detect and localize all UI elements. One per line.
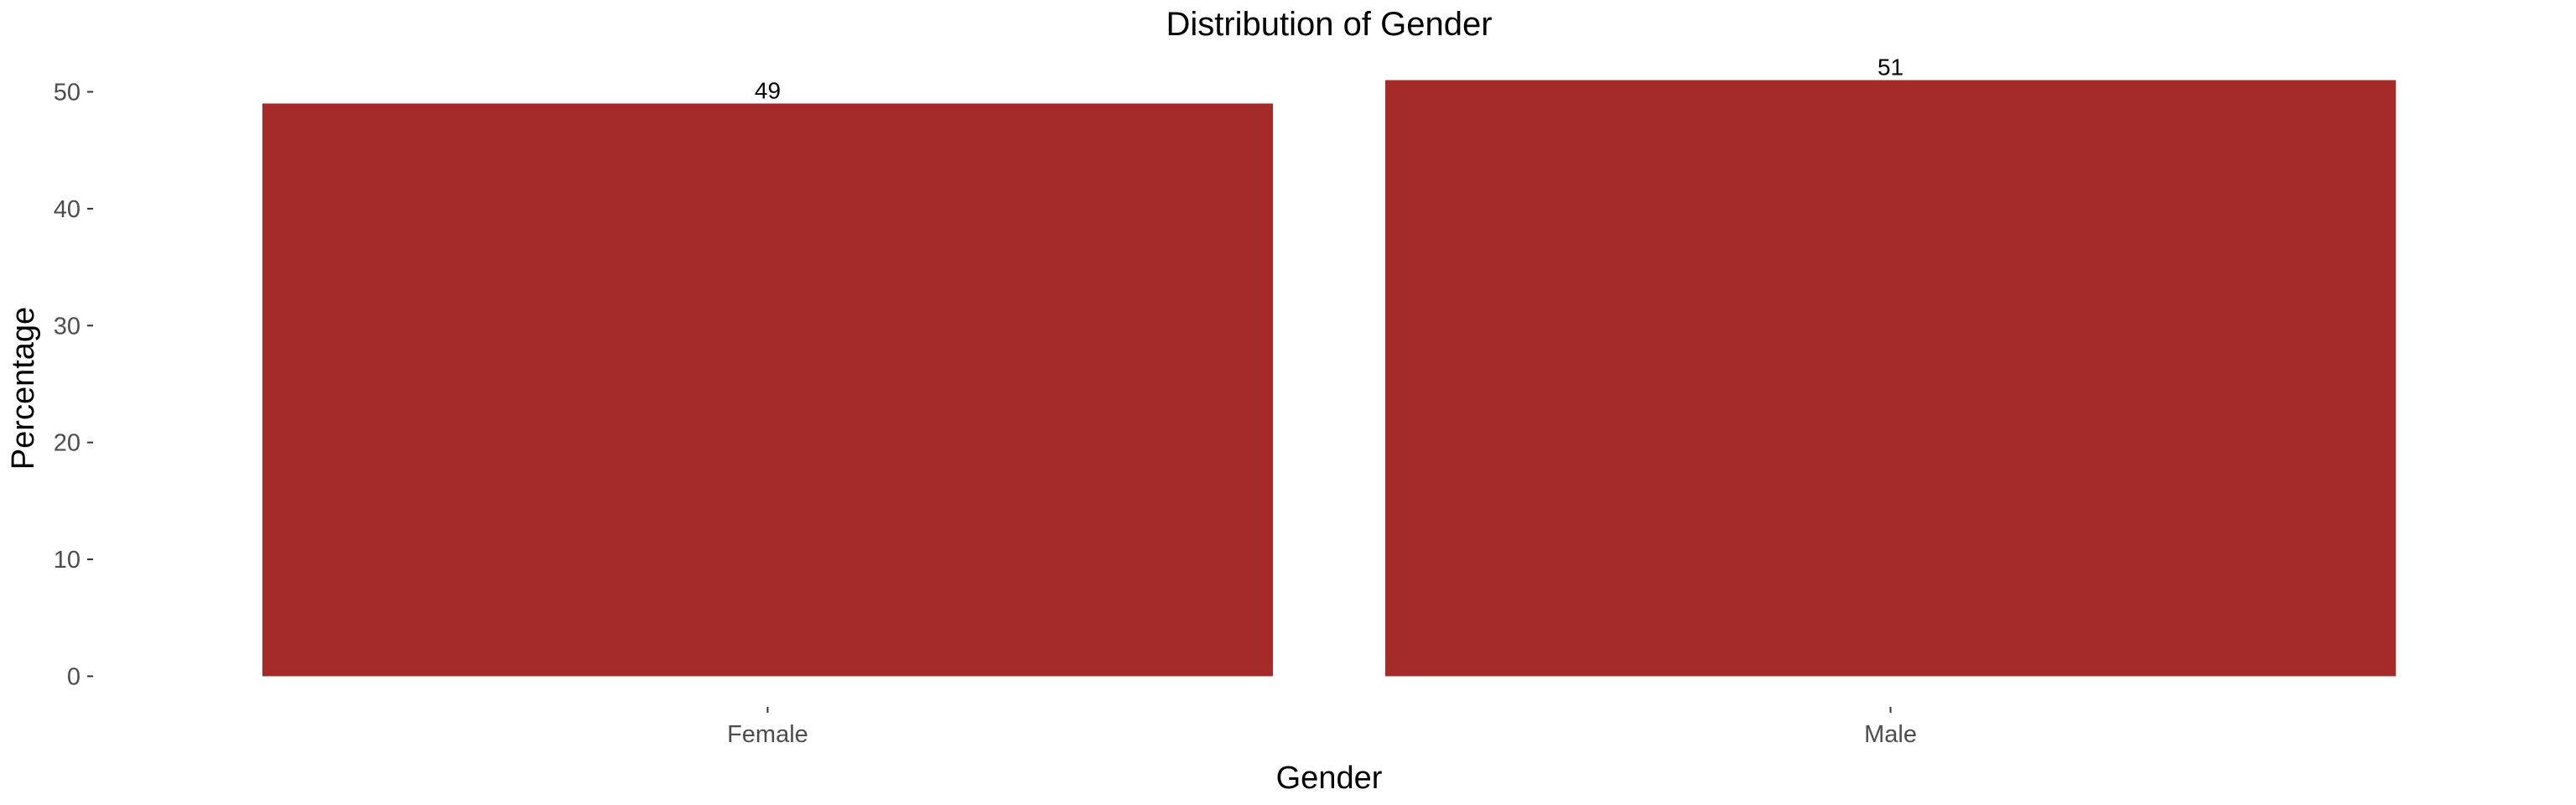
data-label-male: 51 [1877, 55, 1903, 80]
data-label-female: 49 [755, 77, 781, 103]
bars-group [262, 80, 2397, 677]
y-axis-title: Percentage [6, 307, 41, 470]
y-tick-label: 30 [54, 313, 80, 340]
chart-title: Distribution of Gender [1166, 6, 1492, 43]
x-axis: Female Male [727, 707, 1917, 748]
y-tick-label: 10 [54, 547, 80, 574]
y-tick-label: 20 [54, 430, 80, 457]
bar-female [262, 103, 1274, 677]
data-labels-group: 49 51 [755, 55, 1903, 104]
y-tick-label: 50 [54, 79, 80, 106]
y-axis: 0 10 20 30 40 50 [54, 79, 93, 690]
x-axis-title: Gender [1276, 761, 1383, 796]
y-tick-label: 40 [54, 196, 80, 223]
y-tick-label: 0 [67, 663, 80, 690]
x-tick-label-female: Female [727, 721, 808, 748]
bar-male [1384, 80, 2397, 677]
x-tick-label-male: Male [1864, 721, 1917, 748]
